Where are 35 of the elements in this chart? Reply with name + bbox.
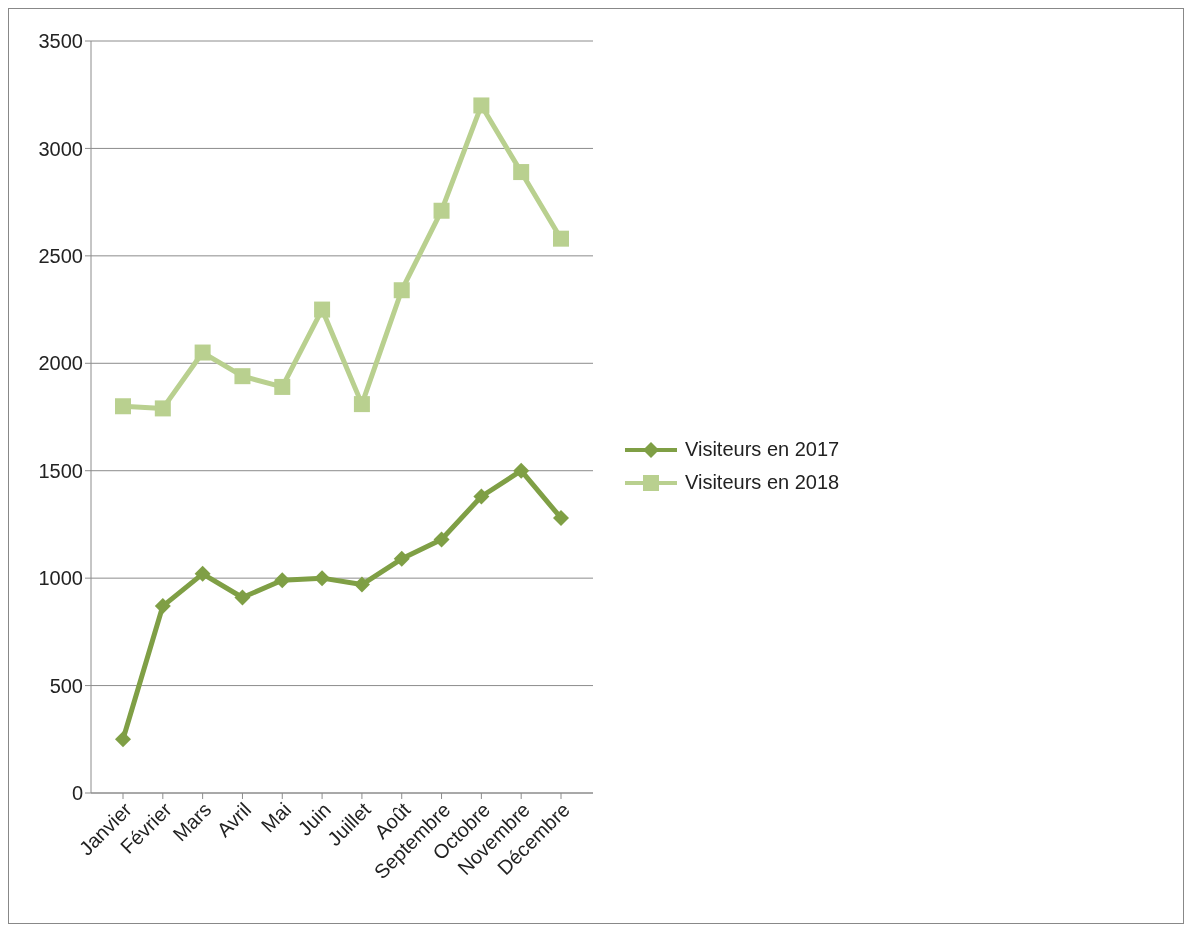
point [234, 589, 251, 606]
y-tick-label: 2500 [38, 244, 83, 267]
point [314, 570, 331, 587]
point [553, 230, 569, 247]
point [393, 550, 410, 567]
point [433, 202, 450, 219]
point [274, 378, 291, 395]
y-tick-label: 3000 [38, 137, 83, 160]
point [353, 396, 370, 413]
point [553, 509, 569, 526]
y-tick-label: 0 [71, 782, 83, 805]
point [473, 97, 490, 114]
point [513, 164, 530, 181]
y-tick-label: 1000 [38, 567, 83, 590]
point [513, 462, 530, 479]
x-tick-label: Mai [256, 798, 296, 837]
point [314, 301, 331, 318]
y-tick-label: 1500 [38, 459, 83, 482]
point [115, 398, 131, 415]
point [194, 565, 211, 582]
point [234, 368, 251, 385]
legend-label: Visiteurs en 2018 [685, 471, 840, 494]
y-tick-label: 3500 [38, 30, 83, 53]
point [194, 344, 211, 361]
point [433, 531, 450, 548]
point [473, 488, 490, 505]
y-tick-label: 2000 [38, 352, 83, 375]
point [353, 576, 370, 593]
point [154, 598, 171, 615]
point [154, 400, 171, 417]
point [115, 731, 131, 748]
point [274, 572, 291, 589]
point [393, 282, 410, 299]
y-tick-label: 500 [49, 674, 83, 697]
legend-label: Visiteurs en 2017 [685, 438, 840, 461]
